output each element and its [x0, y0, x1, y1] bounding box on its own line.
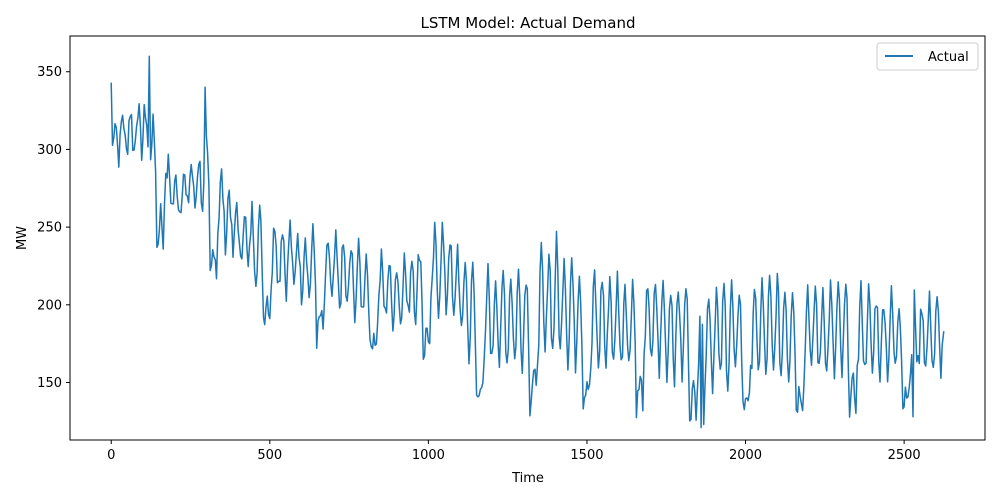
- y-axis-label: MW: [15, 226, 30, 250]
- y-tick-label: 200: [37, 298, 62, 313]
- x-tick-label: 2500: [888, 448, 921, 463]
- x-tick-label: 2000: [729, 448, 762, 463]
- y-tick-label: 300: [37, 143, 62, 158]
- x-axis-label: Time: [511, 471, 544, 486]
- x-tick-label: 0: [107, 448, 115, 463]
- series-line-actual: [110, 55, 945, 429]
- legend-box: [876, 42, 979, 71]
- y-axis: 150 200 250 300 350: [37, 65, 70, 391]
- x-tick-label: 500: [257, 448, 282, 463]
- chart-title: LSTM Model: Actual Demand: [421, 14, 636, 32]
- y-tick-label: 350: [37, 65, 62, 80]
- y-tick-label: 250: [37, 221, 62, 236]
- x-tick-label: 1500: [570, 448, 603, 463]
- plot-area-frame: [69, 35, 986, 441]
- x-axis: 0 500 1000 1500 2000 2500: [107, 440, 921, 463]
- legend: Actual: [876, 42, 979, 71]
- legend-label-actual: Actual: [928, 50, 969, 65]
- x-tick-label: 1000: [412, 448, 445, 463]
- y-tick-label: 150: [37, 376, 62, 391]
